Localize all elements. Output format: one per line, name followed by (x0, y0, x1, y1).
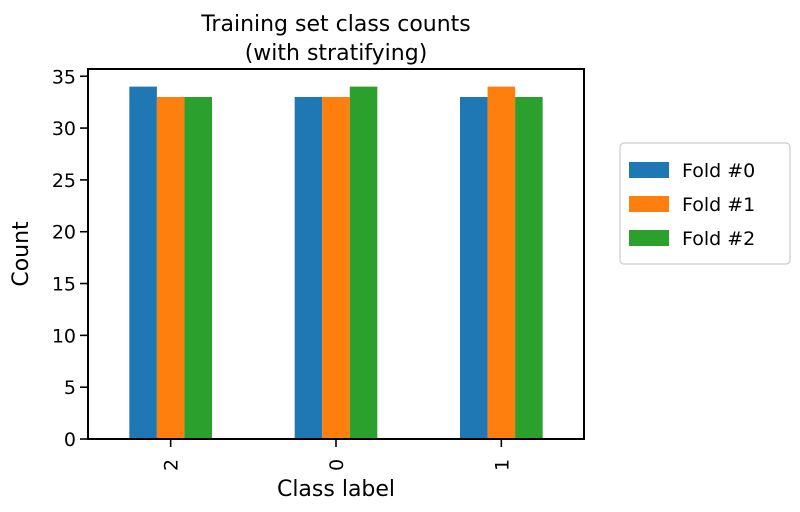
legend-label: Fold #0 (682, 160, 755, 182)
bar-2-fold-0 (129, 86, 157, 439)
y-axis-label: Count (9, 221, 34, 287)
y-tick-label: 0 (64, 429, 76, 451)
bar-0-fold-0 (294, 96, 323, 440)
bars-group (129, 86, 543, 440)
legend: Fold #0 Fold #1 Fold #2 (619, 142, 791, 265)
y-tick-label: 5 (64, 377, 76, 399)
x-tick-label-1: 1 (491, 459, 513, 471)
y-tick-label: 20 (52, 222, 76, 244)
plot-frame (87, 68, 585, 440)
legend-label: Fold #1 (682, 194, 755, 216)
chart-subtitle: (with stratifying) (245, 41, 428, 66)
x-axis-ticks: 2 0 1 (161, 439, 513, 471)
legend-swatch (629, 196, 669, 212)
bar-0-fold-1 (322, 96, 350, 440)
y-axis-ticks: 0 5 10 15 20 25 30 35 (52, 66, 88, 451)
legend-swatch (629, 162, 669, 178)
bar-1-fold-2 (515, 96, 543, 440)
y-tick-label: 30 (52, 118, 76, 140)
legend-label: Fold #2 (682, 228, 755, 250)
bar-1-fold-1 (487, 86, 516, 439)
legend-swatch (629, 230, 669, 246)
y-tick-label: 25 (52, 170, 76, 192)
bar-0-fold-2 (349, 86, 378, 439)
y-tick-label: 35 (52, 66, 76, 88)
y-tick-label: 10 (52, 325, 76, 347)
x-tick-label-2: 2 (161, 459, 183, 471)
x-tick-label-0: 0 (326, 459, 348, 471)
bar-2-fold-1 (156, 96, 185, 440)
x-axis-label: Class label (277, 477, 395, 502)
chart-title: Training set class counts (200, 12, 471, 37)
bar-1-fold-0 (460, 96, 488, 440)
bar-2-fold-2 (184, 96, 212, 440)
y-tick-label: 15 (52, 274, 76, 296)
